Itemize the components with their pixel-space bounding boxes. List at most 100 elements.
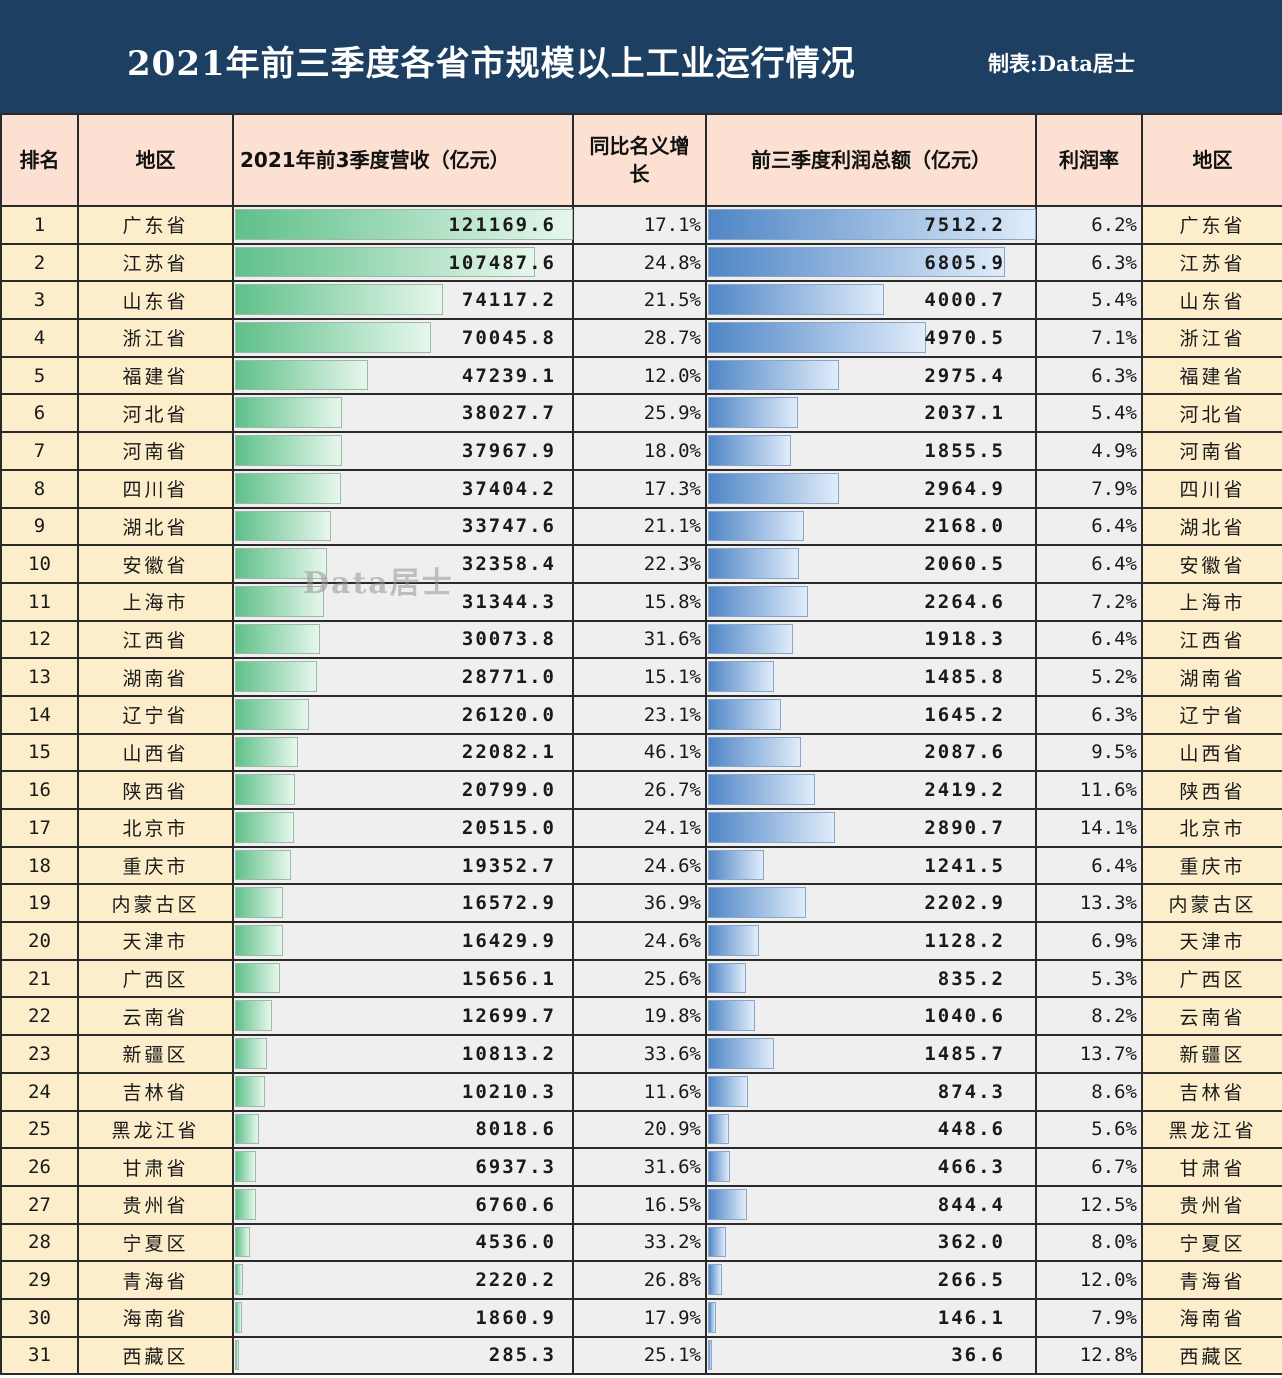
profit-value: 2419.2 bbox=[924, 779, 1005, 802]
table-row: 26 甘肃省 6937.3 31.6% 466.3 6.7% 甘肃省 bbox=[0, 1147, 1282, 1187]
revenue-bar bbox=[235, 1264, 244, 1295]
region-cell: 北京市 bbox=[77, 808, 234, 848]
table-row: 9 湖北省 33747.6 21.1% 2168.0 6.4% 湖北省 bbox=[0, 506, 1282, 547]
revenue-cell: 12699.7 bbox=[232, 996, 574, 1037]
profit-value: 2890.7 bbox=[924, 816, 1005, 839]
revenue-cell: 37404.2 bbox=[232, 468, 574, 509]
rank-cell: 1 bbox=[0, 205, 79, 245]
growth-cell: 17.3% bbox=[572, 468, 707, 509]
revenue-cell: 6760.6 bbox=[232, 1184, 574, 1225]
table-row: 19 内蒙古区 16572.9 36.9% 2202.9 13.3% 内蒙古区 bbox=[0, 883, 1282, 924]
revenue-value: 22082.1 bbox=[461, 741, 556, 764]
region-cell: 上海市 bbox=[77, 581, 234, 622]
profit-cell: 7512.2 bbox=[705, 205, 1037, 245]
margin-cell: 6.9% bbox=[1035, 921, 1143, 961]
margin-cell: 8.0% bbox=[1035, 1222, 1143, 1263]
table-row: 16 陕西省 20799.0 26.7% 2419.2 11.6% 陕西省 bbox=[0, 770, 1282, 810]
revenue-cell: 20515.0 bbox=[232, 808, 574, 848]
profit-value: 4000.7 bbox=[924, 289, 1005, 312]
revenue-bar bbox=[235, 510, 331, 542]
revenue-bar bbox=[235, 585, 324, 617]
rank-cell: 26 bbox=[0, 1147, 79, 1187]
profit-value: 2037.1 bbox=[924, 402, 1005, 425]
region-cell-right: 西藏区 bbox=[1141, 1335, 1282, 1376]
profit-bar bbox=[708, 1038, 775, 1069]
region-cell-right: 陕西省 bbox=[1141, 770, 1282, 810]
region-cell-right: 湖南省 bbox=[1141, 657, 1282, 697]
revenue-bar bbox=[235, 812, 294, 843]
profit-cell: 2264.6 bbox=[705, 581, 1037, 622]
revenue-cell: 2220.2 bbox=[232, 1260, 574, 1300]
region-cell-right: 贵州省 bbox=[1141, 1184, 1282, 1225]
growth-cell: 15.8% bbox=[572, 581, 707, 622]
profit-value: 2264.6 bbox=[924, 590, 1005, 613]
profit-value: 1645.2 bbox=[924, 703, 1005, 726]
region-cell: 甘肃省 bbox=[77, 1147, 234, 1187]
margin-cell: 7.9% bbox=[1035, 1297, 1143, 1338]
table-row: 10 安徽省 32358.4 22.3% 2060.5 6.4% 安徽省 bbox=[0, 544, 1282, 584]
revenue-value: 121169.6 bbox=[448, 213, 556, 236]
col-region: 地区 bbox=[77, 113, 234, 207]
profit-cell: 4970.5 bbox=[705, 318, 1037, 358]
region-cell-right: 吉林省 bbox=[1141, 1071, 1282, 1112]
revenue-cell: 31344.3 bbox=[232, 581, 574, 622]
profit-value: 2087.6 bbox=[924, 741, 1005, 764]
region-cell: 山西省 bbox=[77, 732, 234, 773]
table-row: 12 江西省 30073.8 31.6% 1918.3 6.4% 江西省 bbox=[0, 619, 1282, 660]
revenue-value: 37404.2 bbox=[461, 477, 556, 500]
revenue-value: 32358.4 bbox=[461, 553, 556, 576]
profit-bar bbox=[708, 548, 800, 579]
region-cell-right: 辽宁省 bbox=[1141, 694, 1282, 735]
region-cell-right: 山西省 bbox=[1141, 732, 1282, 773]
rank-cell: 12 bbox=[0, 619, 79, 660]
profit-cell: 2419.2 bbox=[705, 770, 1037, 810]
growth-cell: 16.5% bbox=[572, 1184, 707, 1225]
growth-cell: 31.6% bbox=[572, 619, 707, 660]
growth-cell: 25.9% bbox=[572, 393, 707, 434]
profit-cell: 146.1 bbox=[705, 1297, 1037, 1338]
profit-value: 835.2 bbox=[937, 967, 1005, 990]
revenue-value: 31344.3 bbox=[461, 590, 556, 613]
margin-cell: 6.4% bbox=[1035, 544, 1143, 584]
region-cell: 河北省 bbox=[77, 393, 234, 434]
revenue-value: 47239.1 bbox=[461, 364, 556, 387]
revenue-bar bbox=[235, 1339, 239, 1371]
table-row: 21 广西区 15656.1 25.6% 835.2 5.3% 广西区 bbox=[0, 958, 1282, 999]
region-cell: 吉林省 bbox=[77, 1071, 234, 1112]
rank-cell: 23 bbox=[0, 1034, 79, 1074]
revenue-bar bbox=[235, 1000, 273, 1032]
profit-cell: 2975.4 bbox=[705, 355, 1037, 396]
rank-cell: 22 bbox=[0, 996, 79, 1037]
region-cell: 重庆市 bbox=[77, 845, 234, 886]
profit-cell: 2060.5 bbox=[705, 544, 1037, 584]
table-row: 15 山西省 22082.1 46.1% 2087.6 9.5% 山西省 bbox=[0, 732, 1282, 773]
growth-cell: 28.7% bbox=[572, 318, 707, 358]
profit-cell: 844.4 bbox=[705, 1184, 1037, 1225]
revenue-bar bbox=[235, 1226, 250, 1258]
region-cell: 宁夏区 bbox=[77, 1222, 234, 1263]
table-row: 4 浙江省 70045.8 28.7% 4970.5 7.1% 浙江省 bbox=[0, 318, 1282, 358]
growth-cell: 17.1% bbox=[572, 205, 707, 245]
revenue-bar bbox=[235, 925, 283, 956]
growth-cell: 24.1% bbox=[572, 808, 707, 848]
growth-cell: 19.8% bbox=[572, 996, 707, 1037]
profit-bar bbox=[708, 812, 836, 843]
growth-cell: 25.1% bbox=[572, 1335, 707, 1376]
revenue-cell: 30073.8 bbox=[232, 619, 574, 660]
table-row: 22 云南省 12699.7 19.8% 1040.6 8.2% 云南省 bbox=[0, 996, 1282, 1037]
profit-bar bbox=[708, 1075, 748, 1107]
profit-value: 2964.9 bbox=[924, 477, 1005, 500]
profit-bar bbox=[708, 209, 1036, 240]
profit-cell: 466.3 bbox=[705, 1147, 1037, 1187]
profit-cell: 2964.9 bbox=[705, 468, 1037, 509]
profit-bar bbox=[708, 962, 747, 994]
profit-cell: 2202.9 bbox=[705, 883, 1037, 924]
rank-cell: 6 bbox=[0, 393, 79, 434]
revenue-value: 16429.9 bbox=[461, 929, 556, 952]
profit-value: 146.1 bbox=[937, 1306, 1005, 1329]
region-cell-right: 湖北省 bbox=[1141, 506, 1282, 547]
revenue-value: 19352.7 bbox=[461, 854, 556, 877]
margin-cell: 12.5% bbox=[1035, 1184, 1143, 1225]
profit-cell: 1128.2 bbox=[705, 921, 1037, 961]
rank-cell: 8 bbox=[0, 468, 79, 509]
